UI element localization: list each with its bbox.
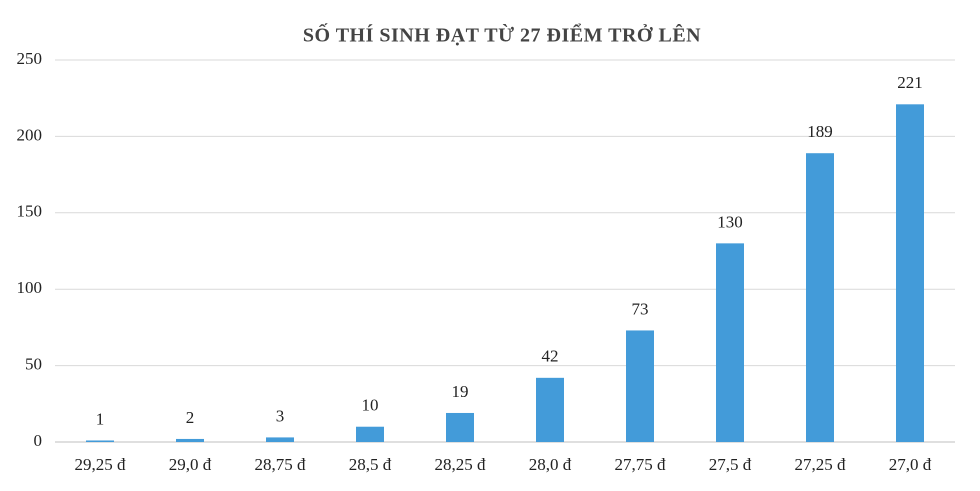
x-tick-label: 27,75 đ [615,455,667,474]
data-label: 2 [186,408,195,427]
data-label: 42 [542,347,559,366]
data-label: 19 [452,382,469,401]
data-label: 3 [276,406,285,425]
y-tick-label: 0 [34,431,43,450]
y-tick-label: 50 [25,355,42,374]
bar [626,330,654,442]
chart-title: SỐ THÍ SINH ĐẠT TỪ 27 ĐIỂM TRỞ LÊN [303,23,701,47]
x-tick-label: 27,5 đ [709,455,752,474]
x-tick-label: 28,0 đ [529,455,572,474]
data-label: 73 [632,299,649,318]
data-label: 221 [897,73,923,92]
bar [266,437,294,442]
x-tick-label: 28,75 đ [255,455,307,474]
bar [356,426,384,442]
bar [806,153,834,442]
y-tick-label: 150 [17,202,43,221]
y-tick-label: 200 [17,125,43,144]
bar [896,104,924,442]
y-tick-label: 100 [17,278,43,297]
data-label: 10 [362,396,379,415]
data-label: 189 [807,122,833,141]
x-tick-label: 29,0 đ [169,455,212,474]
data-label: 130 [717,212,743,231]
x-tick-label: 27,25 đ [795,455,847,474]
y-tick-label: 250 [17,49,43,68]
x-tick-label: 29,25 đ [75,455,127,474]
x-tick-label: 28,5 đ [349,455,392,474]
bar [176,438,204,442]
bar [536,377,564,442]
x-tick-label: 28,25 đ [435,455,487,474]
bar [86,440,114,442]
data-label: 1 [96,409,105,428]
bar [716,243,744,442]
x-tick-label: 27,0 đ [889,455,932,474]
bar [446,412,474,442]
